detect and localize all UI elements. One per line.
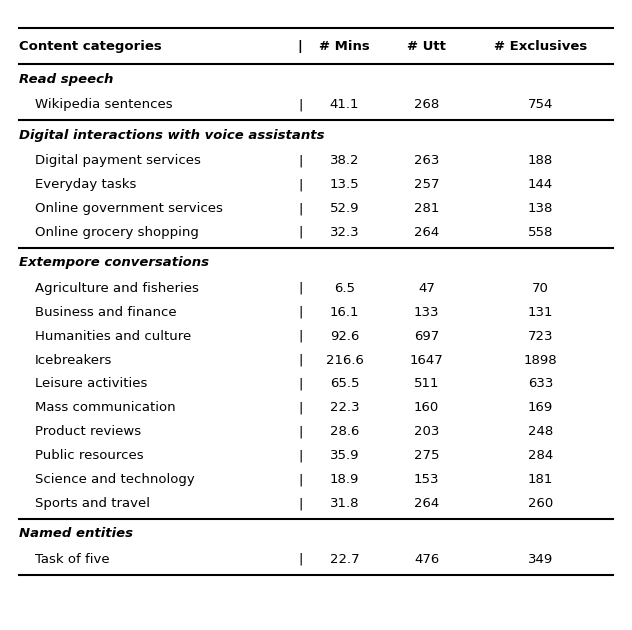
Text: Icebreakers: Icebreakers (35, 353, 112, 367)
Text: 1647: 1647 (410, 353, 444, 367)
Text: Product reviews: Product reviews (35, 425, 141, 438)
Text: 6.5: 6.5 (334, 282, 355, 295)
Text: 22.7: 22.7 (330, 553, 359, 566)
Text: 169: 169 (528, 401, 553, 415)
Text: Everyday tasks: Everyday tasks (35, 178, 136, 191)
Text: |: | (298, 202, 302, 215)
Text: 203: 203 (414, 425, 439, 438)
Text: |: | (298, 154, 302, 167)
Text: 558: 558 (528, 226, 553, 239)
Text: 133: 133 (414, 306, 439, 319)
Text: 28.6: 28.6 (330, 425, 359, 438)
Text: 281: 281 (414, 202, 439, 215)
Text: |: | (298, 401, 302, 415)
Text: |: | (298, 377, 302, 391)
Text: 31.8: 31.8 (330, 497, 359, 510)
Text: 284: 284 (528, 449, 553, 462)
Text: 216.6: 216.6 (325, 353, 363, 367)
Text: |: | (298, 282, 302, 295)
Text: 263: 263 (414, 154, 439, 167)
Text: 754: 754 (528, 98, 553, 112)
Text: 349: 349 (528, 553, 553, 566)
Text: 188: 188 (528, 154, 553, 167)
Text: Online grocery shopping: Online grocery shopping (35, 226, 198, 239)
Text: Mass communication: Mass communication (35, 401, 176, 415)
Text: 264: 264 (414, 226, 439, 239)
Text: 257: 257 (414, 178, 439, 191)
Text: 248: 248 (528, 425, 553, 438)
Text: Online government services: Online government services (35, 202, 222, 215)
Text: 52.9: 52.9 (330, 202, 359, 215)
Text: Named entities: Named entities (19, 527, 133, 541)
Text: |: | (298, 306, 302, 319)
Text: 633: 633 (528, 377, 553, 391)
Text: |: | (298, 98, 302, 112)
Text: 697: 697 (414, 329, 439, 343)
Text: Business and finance: Business and finance (35, 306, 176, 319)
Text: Read speech: Read speech (19, 73, 113, 86)
Text: |: | (298, 226, 302, 239)
Text: 18.9: 18.9 (330, 473, 359, 486)
Text: Public resources: Public resources (35, 449, 143, 462)
Text: 260: 260 (528, 497, 553, 510)
Text: Sports and travel: Sports and travel (35, 497, 150, 510)
Text: Content categories: Content categories (19, 40, 162, 53)
Text: 35.9: 35.9 (330, 449, 359, 462)
Text: 47: 47 (418, 282, 435, 295)
Text: |: | (298, 449, 302, 462)
Text: Digital payment services: Digital payment services (35, 154, 200, 167)
Text: |: | (298, 425, 302, 438)
Text: Agriculture and fisheries: Agriculture and fisheries (35, 282, 198, 295)
Text: 16.1: 16.1 (330, 306, 359, 319)
Text: 181: 181 (528, 473, 553, 486)
Text: Science and technology: Science and technology (35, 473, 195, 486)
Text: |: | (298, 353, 302, 367)
Text: 723: 723 (528, 329, 553, 343)
Text: Leisure activities: Leisure activities (35, 377, 147, 391)
Text: |: | (298, 178, 302, 191)
Text: 131: 131 (528, 306, 553, 319)
Text: 65.5: 65.5 (330, 377, 359, 391)
Text: 92.6: 92.6 (330, 329, 359, 343)
Text: 32.3: 32.3 (330, 226, 359, 239)
Text: 38.2: 38.2 (330, 154, 359, 167)
Text: Humanities and culture: Humanities and culture (35, 329, 191, 343)
Text: 13.5: 13.5 (330, 178, 359, 191)
Text: Digital interactions with voice assistants: Digital interactions with voice assistan… (19, 129, 324, 142)
Text: |: | (298, 40, 303, 53)
Text: Extempore conversations: Extempore conversations (19, 256, 209, 269)
Text: 160: 160 (414, 401, 439, 415)
Text: Wikipedia sentences: Wikipedia sentences (35, 98, 173, 112)
Text: 70: 70 (532, 282, 549, 295)
Text: |: | (298, 553, 302, 566)
Text: 41.1: 41.1 (330, 98, 359, 112)
Text: 511: 511 (414, 377, 439, 391)
Text: # Mins: # Mins (319, 40, 370, 53)
Text: 22.3: 22.3 (330, 401, 359, 415)
Text: # Utt: # Utt (407, 40, 446, 53)
Text: Task of five: Task of five (35, 553, 109, 566)
Text: 138: 138 (528, 202, 553, 215)
Text: |: | (298, 497, 302, 510)
Text: 153: 153 (414, 473, 439, 486)
Text: 476: 476 (414, 553, 439, 566)
Text: 264: 264 (414, 497, 439, 510)
Text: 268: 268 (414, 98, 439, 112)
Text: |: | (298, 473, 302, 486)
Text: |: | (298, 329, 302, 343)
Text: 275: 275 (414, 449, 439, 462)
Text: # Exclusives: # Exclusives (494, 40, 587, 53)
Text: 1898: 1898 (523, 353, 557, 367)
Text: 144: 144 (528, 178, 553, 191)
